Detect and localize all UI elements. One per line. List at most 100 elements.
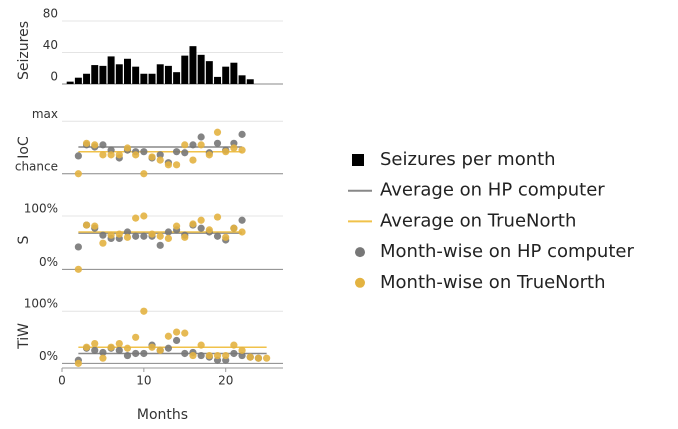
point (222, 148, 230, 156)
point (74, 265, 82, 273)
point (181, 233, 189, 241)
point (164, 234, 173, 242)
bar (124, 58, 131, 84)
legend-swatch (355, 277, 365, 288)
point (140, 349, 148, 358)
point (99, 239, 107, 247)
legend-swatch (355, 247, 365, 258)
x-tick-label: 0 (58, 374, 66, 388)
bar (222, 66, 230, 84)
bar (132, 66, 140, 84)
point (123, 228, 132, 236)
point (123, 351, 132, 360)
point (238, 130, 246, 138)
bar (107, 56, 115, 84)
point (132, 349, 140, 358)
point (99, 141, 107, 149)
point (164, 344, 173, 352)
point (74, 170, 82, 178)
point (115, 346, 123, 354)
point (181, 349, 189, 358)
point (238, 346, 246, 354)
point (213, 351, 222, 360)
y-tick-label: max (32, 107, 58, 121)
bar (230, 62, 238, 84)
point (132, 333, 140, 341)
point (205, 351, 213, 360)
point (189, 220, 197, 228)
point (115, 230, 123, 238)
y-tick-label: 80 (43, 6, 58, 20)
bar (205, 61, 213, 84)
point (82, 139, 91, 147)
bar (83, 73, 91, 84)
bar (115, 64, 123, 84)
point (115, 339, 123, 348)
legend-label: Month-wise on TrueNorth (380, 272, 606, 293)
legend-swatch (352, 154, 364, 166)
point (172, 222, 181, 230)
bar (246, 79, 254, 84)
point (107, 231, 115, 239)
legend-label: Month-wise on HP computer (380, 241, 634, 262)
point (164, 332, 173, 340)
y-axis-label: IoC (16, 136, 32, 159)
point (197, 216, 205, 224)
point (132, 151, 140, 159)
point (156, 151, 164, 159)
point (148, 153, 156, 161)
bar (66, 81, 74, 84)
point (74, 152, 82, 160)
point (132, 214, 140, 222)
point (263, 354, 271, 362)
point (189, 351, 197, 360)
point (189, 141, 197, 149)
point (74, 243, 82, 251)
point (99, 348, 107, 357)
point (213, 213, 222, 221)
point (91, 141, 99, 149)
point (213, 139, 222, 147)
y-tick-label: 0 (50, 70, 58, 84)
point (238, 216, 246, 224)
x-tick-label: 10 (136, 374, 151, 388)
x-tick-label: 20 (218, 374, 233, 388)
point (172, 161, 181, 169)
point (213, 128, 222, 136)
point (238, 146, 246, 154)
y-tick-label: chance (15, 159, 58, 173)
bar (74, 77, 82, 84)
point (197, 341, 205, 349)
point (74, 359, 82, 367)
point (230, 224, 238, 232)
point (140, 170, 148, 178)
point (140, 307, 148, 315)
point (172, 328, 181, 336)
point (205, 151, 213, 159)
point (197, 133, 205, 141)
legend-label: Seizures per month (380, 149, 556, 170)
point (82, 221, 91, 229)
point (140, 212, 148, 220)
bar (91, 65, 99, 84)
point (132, 232, 140, 240)
point (91, 222, 99, 230)
y-tick-label: 0% (39, 255, 58, 269)
point (123, 144, 132, 152)
y-axis-label: Seizures (16, 21, 32, 80)
legend-label: Average on TrueNorth (380, 210, 576, 231)
point (181, 141, 189, 149)
point (213, 232, 222, 240)
point (230, 341, 238, 349)
y-tick-label: 40 (43, 38, 58, 52)
bar (181, 55, 189, 84)
point (156, 232, 164, 240)
point (254, 354, 263, 362)
point (156, 156, 164, 164)
point (246, 353, 254, 361)
point (205, 226, 213, 234)
bar (140, 73, 148, 84)
point (148, 343, 156, 351)
point (181, 149, 189, 157)
